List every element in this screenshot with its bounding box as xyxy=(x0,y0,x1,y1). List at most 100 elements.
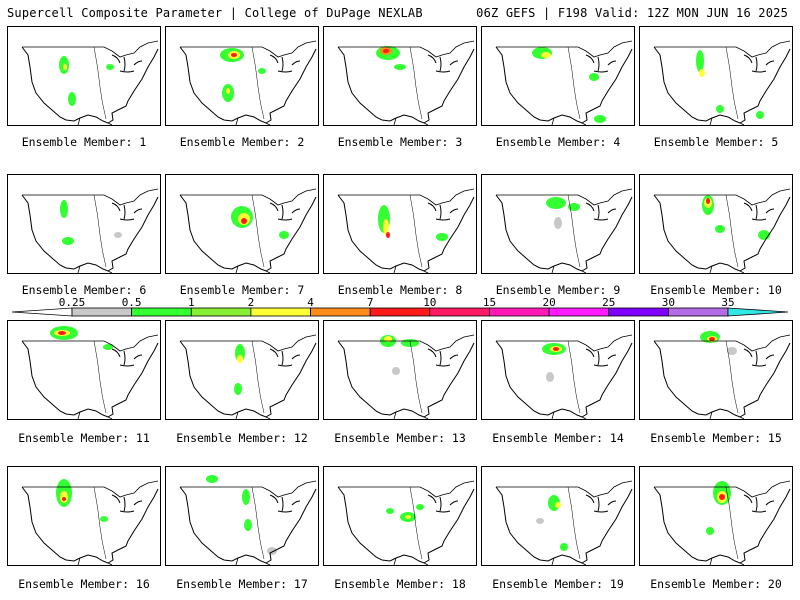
map-boundary xyxy=(725,194,739,268)
conus-map xyxy=(495,334,633,419)
map-boundary xyxy=(427,54,459,73)
map-boundary xyxy=(585,494,617,513)
scp-contour xyxy=(416,504,424,510)
colorbar-level-label: 1 xyxy=(188,296,195,309)
colorbar-level-label: 0.25 xyxy=(59,296,86,309)
conus-map xyxy=(179,188,317,273)
map-boundary xyxy=(111,494,143,513)
map-boundary xyxy=(179,194,317,272)
map-boundary xyxy=(338,188,475,206)
map-boundary xyxy=(338,480,475,498)
map-boundary xyxy=(409,486,423,560)
scp-contour xyxy=(756,111,764,119)
conus-map xyxy=(21,40,159,125)
map-boundary xyxy=(654,188,791,206)
scp-contour xyxy=(231,53,237,57)
scp-contour xyxy=(392,367,400,375)
map-boundary xyxy=(179,46,317,124)
map-boundary xyxy=(337,486,475,564)
scp-contour xyxy=(594,115,606,123)
colorbar-level-label: 15 xyxy=(483,296,496,309)
map-boundary xyxy=(495,340,633,418)
colorbar-swatch xyxy=(489,307,550,317)
conus-map xyxy=(653,480,791,565)
map-boundary xyxy=(180,40,317,58)
map-boundary xyxy=(585,202,617,221)
colorbar-arrow-low xyxy=(11,307,73,317)
conus-map xyxy=(179,475,317,565)
map-boundary xyxy=(585,54,617,73)
scp-contour xyxy=(383,49,389,53)
member-label: Ensemble Member: 2 xyxy=(179,135,305,149)
map-boundary xyxy=(654,480,791,498)
scp-contour xyxy=(258,68,266,74)
map-boundary xyxy=(427,348,459,367)
map-boundary xyxy=(235,117,271,125)
map-boundary xyxy=(743,54,775,73)
ensemble-member-map xyxy=(165,174,319,274)
map-boundary xyxy=(180,480,317,498)
map-boundary xyxy=(567,194,581,268)
map-boundary xyxy=(495,46,633,124)
scp-contour xyxy=(226,88,230,94)
map-boundary xyxy=(269,54,301,73)
colorbar-swatch xyxy=(71,307,133,317)
map-boundary xyxy=(21,46,159,124)
map-boundary xyxy=(235,411,271,419)
ensemble-member-map xyxy=(7,174,161,274)
map-boundary xyxy=(709,117,745,125)
scp-contour xyxy=(244,519,252,531)
scp-contour xyxy=(554,217,562,229)
map-boundary xyxy=(337,46,475,124)
ensemble-member-map xyxy=(323,174,477,274)
scp-contour xyxy=(401,339,419,347)
colorbar-level-label: 0.5 xyxy=(122,296,142,309)
scp-contour xyxy=(553,347,559,351)
colorbar-swatch xyxy=(369,307,431,317)
map-boundary xyxy=(111,348,143,367)
scp-contour xyxy=(589,73,599,81)
ensemble-member-map xyxy=(165,26,319,126)
member-label: Ensemble Member: 10 xyxy=(650,283,782,297)
scp-contour xyxy=(106,64,114,70)
ensemble-member-map xyxy=(481,174,635,274)
member-label: Ensemble Member: 9 xyxy=(495,283,621,297)
colorbar-swatch xyxy=(250,307,311,317)
ensemble-member-map xyxy=(481,26,635,126)
scp-contour xyxy=(436,233,448,241)
member-label: Ensemble Member: 7 xyxy=(179,283,305,297)
colorbar-level-label: 25 xyxy=(602,296,615,309)
model-valid-time: 06Z GEFS | F198 Valid: 12Z MON JUN 16 20… xyxy=(476,6,788,20)
map-boundary xyxy=(427,494,459,513)
map-boundary xyxy=(725,340,739,414)
map-boundary xyxy=(179,486,317,564)
ensemble-member-map xyxy=(639,26,793,126)
map-boundary xyxy=(585,348,617,367)
member-label: Ensemble Member: 1 xyxy=(21,135,147,149)
scp-contour xyxy=(62,237,74,245)
ensemble-member-map xyxy=(7,26,161,126)
map-boundary xyxy=(551,411,587,419)
map-boundary xyxy=(269,202,301,221)
map-boundary xyxy=(251,486,265,560)
scp-contour xyxy=(394,64,406,70)
conus-map xyxy=(337,480,475,565)
map-boundary xyxy=(495,194,633,272)
conus-map xyxy=(337,188,475,273)
member-label: Ensemble Member: 18 xyxy=(334,577,466,591)
conus-map xyxy=(337,40,475,125)
scp-contour xyxy=(546,372,554,382)
member-label: Ensemble Member: 12 xyxy=(176,431,308,445)
colorbar: 0.25 0.5 1 2 4 7 10 15 20 25 30 35 xyxy=(11,296,789,317)
colorbar-level-label: 10 xyxy=(423,296,436,309)
member-label: Ensemble Member: 8 xyxy=(337,283,463,297)
colorbar-swatch xyxy=(667,307,729,317)
map-boundary xyxy=(709,557,745,565)
map-boundary xyxy=(180,334,317,352)
map-boundary xyxy=(235,265,271,273)
map-boundary xyxy=(93,340,107,414)
map-boundary xyxy=(725,46,739,120)
conus-map xyxy=(337,334,475,419)
ensemble-member-map xyxy=(639,320,793,420)
map-boundary xyxy=(567,486,581,560)
